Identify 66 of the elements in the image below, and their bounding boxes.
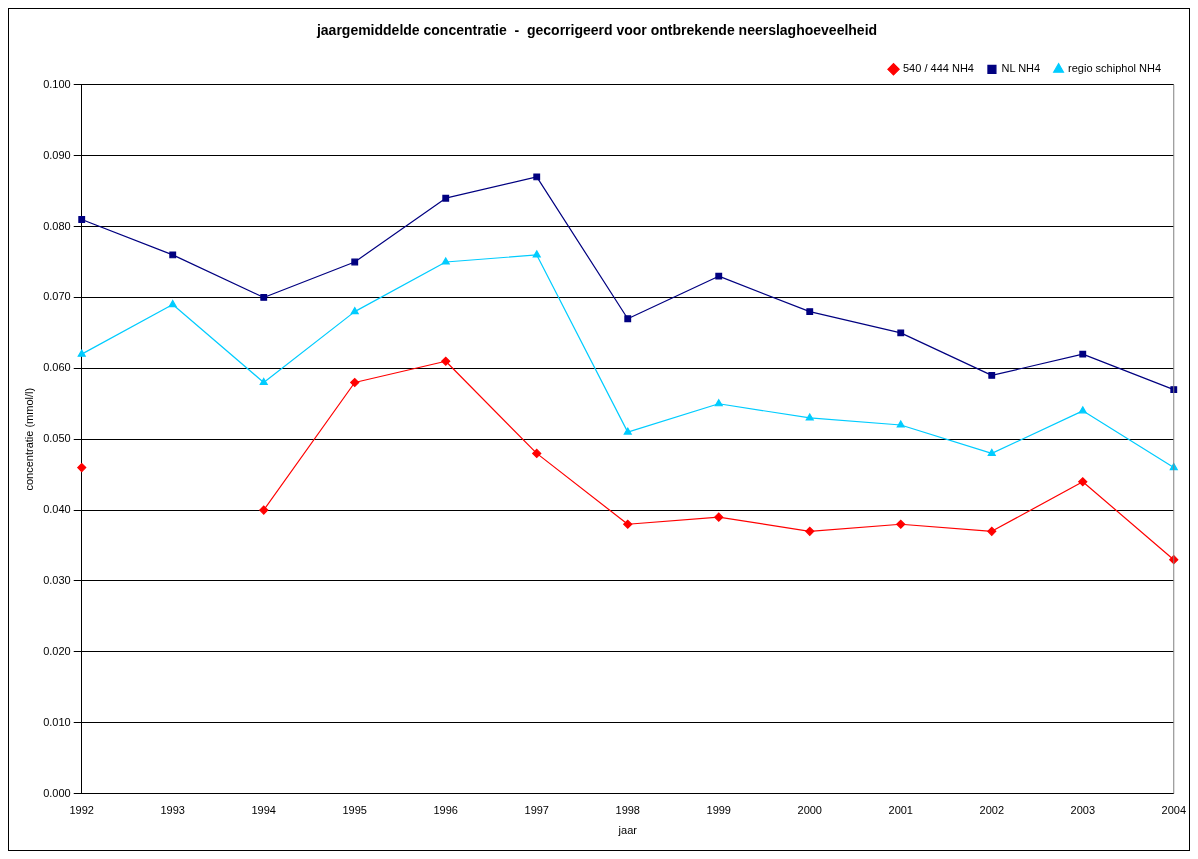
point bbox=[623, 427, 632, 435]
y-axis-title: concentratie (mmol/l) bbox=[22, 387, 35, 491]
point bbox=[714, 512, 724, 522]
x-tick-label: 1992 bbox=[69, 804, 94, 817]
point bbox=[532, 448, 542, 458]
point bbox=[259, 377, 268, 386]
y-tick-label: 0.100 bbox=[43, 77, 71, 90]
x-tick-label: 2002 bbox=[979, 804, 1004, 817]
point bbox=[624, 315, 632, 323]
point bbox=[1079, 350, 1087, 358]
x-tick-label: 1999 bbox=[706, 804, 731, 817]
point bbox=[168, 299, 177, 308]
y-tick-label: 0.010 bbox=[43, 715, 71, 728]
y-tick-label: 0.070 bbox=[43, 290, 71, 303]
point bbox=[350, 307, 359, 315]
point bbox=[532, 250, 541, 258]
y-tick-label: 0.060 bbox=[43, 361, 71, 374]
point bbox=[896, 519, 906, 529]
point bbox=[77, 349, 86, 357]
x-tick-label: 1996 bbox=[433, 804, 458, 817]
x-tick-label: 1997 bbox=[524, 804, 549, 817]
point bbox=[78, 216, 86, 223]
point bbox=[805, 526, 815, 536]
point bbox=[714, 399, 723, 407]
y-tick-label: 0.040 bbox=[43, 503, 71, 516]
legend-label: NL NH4 bbox=[1001, 62, 1041, 75]
point bbox=[77, 462, 87, 473]
point bbox=[1078, 406, 1087, 414]
point bbox=[987, 526, 997, 536]
x-tick-label: 2004 bbox=[1161, 804, 1187, 817]
point bbox=[987, 448, 996, 456]
x-tick-label: 2000 bbox=[797, 804, 822, 817]
point bbox=[988, 371, 996, 379]
x-tick-label: 2003 bbox=[1070, 804, 1095, 817]
y-tick-label: 0.000 bbox=[43, 786, 71, 799]
x-tick-label: 1993 bbox=[160, 804, 185, 817]
x-tick-label: 1995 bbox=[342, 804, 367, 817]
point bbox=[441, 257, 450, 265]
point bbox=[260, 294, 268, 301]
point bbox=[806, 308, 814, 316]
point bbox=[259, 505, 269, 515]
point bbox=[169, 251, 177, 259]
y-tick-label: 0.090 bbox=[43, 148, 71, 161]
point bbox=[805, 413, 814, 421]
y-tick-label: 0.020 bbox=[43, 644, 71, 657]
point bbox=[1078, 477, 1088, 487]
legend-label: regio schiphol NH4 bbox=[1068, 62, 1161, 75]
y-tick-label: 0.080 bbox=[43, 219, 71, 232]
y-tick-label: 0.030 bbox=[43, 573, 71, 586]
x-tick-label: 1998 bbox=[615, 804, 640, 817]
y-tick-label: 0.050 bbox=[43, 432, 71, 445]
x-tick-label: 1994 bbox=[251, 804, 276, 817]
point bbox=[441, 356, 451, 366]
point bbox=[897, 329, 905, 337]
point bbox=[442, 194, 450, 202]
chart-title: jaargemiddelde concentratie - gecorrigeerd voor ontbrekende neerslaghoeveelheid bbox=[315, 22, 878, 39]
point bbox=[715, 272, 723, 280]
x-tick-label: 2001 bbox=[888, 804, 913, 817]
point bbox=[1170, 386, 1178, 394]
x-axis-title: jaar bbox=[617, 824, 638, 837]
legend-label: 540 / 444 NH4 bbox=[903, 62, 974, 75]
point bbox=[623, 519, 633, 529]
point bbox=[351, 258, 359, 266]
point bbox=[350, 377, 360, 388]
point bbox=[533, 173, 541, 181]
point bbox=[896, 420, 905, 428]
